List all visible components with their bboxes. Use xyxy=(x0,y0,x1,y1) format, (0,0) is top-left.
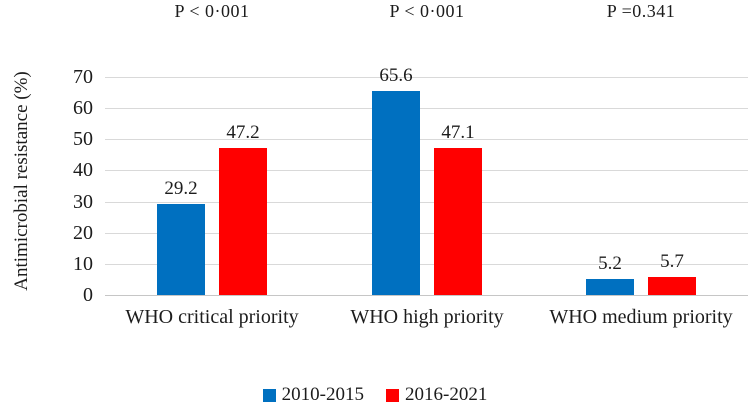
category-label: WHO high priority xyxy=(350,306,504,328)
bar-value-label: 47.2 xyxy=(226,122,260,143)
bar-value-label: 5.2 xyxy=(598,253,622,274)
gridline xyxy=(105,233,748,234)
legend: 2010-2015 2016-2021 xyxy=(0,385,750,405)
gridline xyxy=(105,170,748,171)
legend-label: 2010-2015 xyxy=(281,384,364,405)
legend-label: 2016-2021 xyxy=(405,384,488,405)
bar-value-label: 29.2 xyxy=(164,178,198,199)
gridline xyxy=(105,77,748,78)
bar-2016-2021-group3 xyxy=(648,277,696,295)
gridline xyxy=(105,139,748,140)
legend-item: 2016-2021 xyxy=(386,385,487,405)
y-tick-label: 30 xyxy=(73,191,93,213)
legend-item: 2010-2015 xyxy=(262,384,364,405)
y-tick-label: 20 xyxy=(73,222,93,244)
bar-value-label: 65.6 xyxy=(379,65,413,86)
p-value-label: P < 0·001 xyxy=(174,1,250,21)
y-tick-label: 60 xyxy=(73,97,93,119)
x-axis-line xyxy=(105,295,748,296)
legend-swatch-icon xyxy=(386,388,399,402)
p-value-label: P < 0·001 xyxy=(389,1,465,21)
bar-2016-2021-group1 xyxy=(219,148,267,295)
bar-2010-2015-group1 xyxy=(157,204,205,295)
bar-2010-2015-group3 xyxy=(586,279,634,295)
y-tick-label: 70 xyxy=(73,66,93,88)
bar-2016-2021-group2 xyxy=(434,148,482,295)
y-tick-label: 40 xyxy=(73,159,93,181)
bar-value-label: 5.7 xyxy=(660,251,684,272)
gridline xyxy=(105,108,748,109)
gridline xyxy=(105,264,748,265)
p-value-label: P =0.341 xyxy=(606,1,676,21)
category-label: WHO critical priority xyxy=(125,306,299,328)
category-label: WHO medium priority xyxy=(549,306,733,328)
bar-2010-2015-group2 xyxy=(372,91,420,295)
y-tick-label: 0 xyxy=(83,284,93,306)
bar-value-label: 47.1 xyxy=(441,122,475,143)
gridline xyxy=(105,202,748,203)
y-tick-label: 10 xyxy=(73,253,93,275)
y-tick-label: 50 xyxy=(73,128,93,150)
legend-swatch-icon xyxy=(262,388,276,402)
